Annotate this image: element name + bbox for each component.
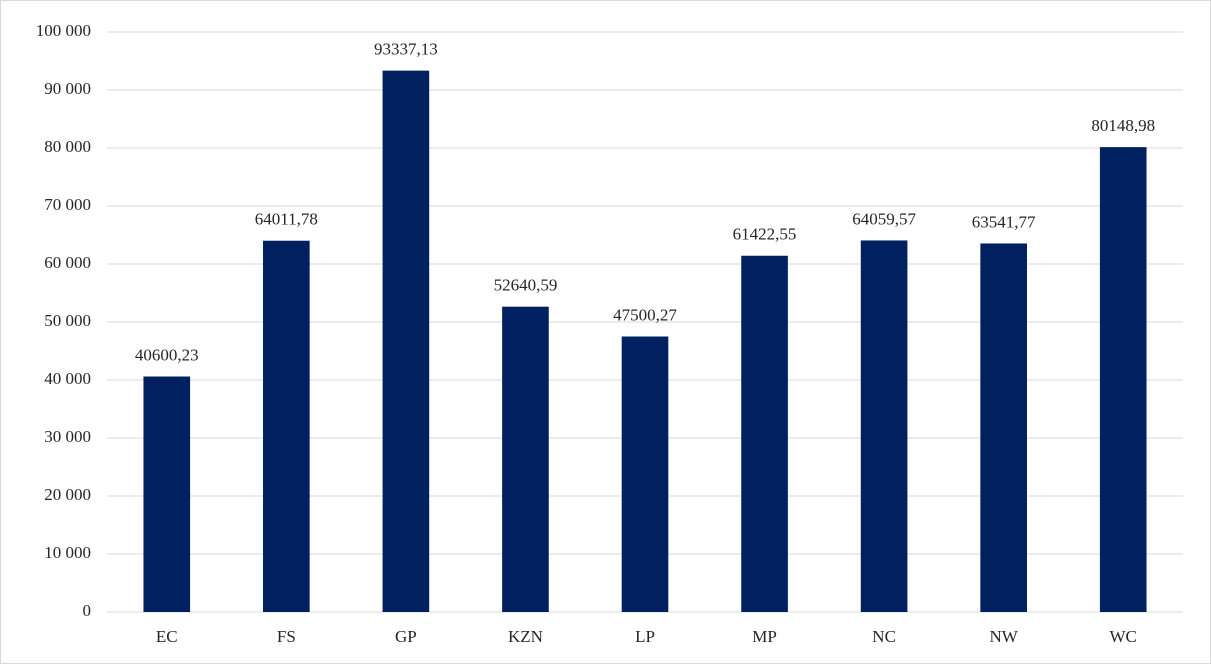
- x-tick-label: MP: [752, 627, 777, 646]
- data-label: 40600,23: [135, 345, 199, 364]
- data-label: 61422,55: [733, 225, 797, 244]
- x-tick-label: LP: [635, 627, 655, 646]
- y-tick-label: 20 000: [44, 485, 91, 504]
- x-tick-label: FS: [277, 627, 296, 646]
- x-tick-label: NW: [990, 627, 1019, 646]
- data-label: 80148,98: [1091, 116, 1155, 135]
- bar: [741, 255, 788, 612]
- y-tick-label: 100 000: [36, 21, 91, 40]
- bar: [143, 376, 191, 612]
- data-label: 64059,57: [852, 209, 916, 228]
- data-label: 93337,13: [374, 40, 438, 59]
- bar: [382, 70, 430, 612]
- y-tick-label: 70 000: [44, 195, 91, 214]
- y-tick-label: 60 000: [44, 253, 91, 272]
- bar: [263, 240, 310, 612]
- bar: [1099, 147, 1147, 612]
- y-tick-label: 0: [83, 601, 92, 620]
- y-tick-label: 10 000: [44, 543, 91, 562]
- x-tick-label: KZN: [508, 627, 543, 646]
- data-label: 63541,77: [972, 212, 1036, 231]
- y-tick-label: 40 000: [44, 369, 91, 388]
- y-tick-label: 80 000: [44, 137, 91, 156]
- bar: [860, 240, 908, 612]
- data-label: 64011,78: [255, 210, 318, 229]
- data-label: 47500,27: [613, 305, 677, 324]
- x-tick-label: WC: [1110, 627, 1137, 646]
- x-tick-label: NC: [872, 627, 896, 646]
- x-tick-label: GP: [395, 627, 417, 646]
- data-label: 52640,59: [494, 276, 558, 295]
- x-tick-label: EC: [156, 627, 178, 646]
- bar: [980, 243, 1027, 612]
- y-tick-label: 30 000: [44, 427, 91, 446]
- y-tick-label: 50 000: [44, 311, 91, 330]
- y-tick-label: 90 000: [44, 79, 91, 98]
- bar: [621, 336, 669, 612]
- bar: [502, 306, 549, 612]
